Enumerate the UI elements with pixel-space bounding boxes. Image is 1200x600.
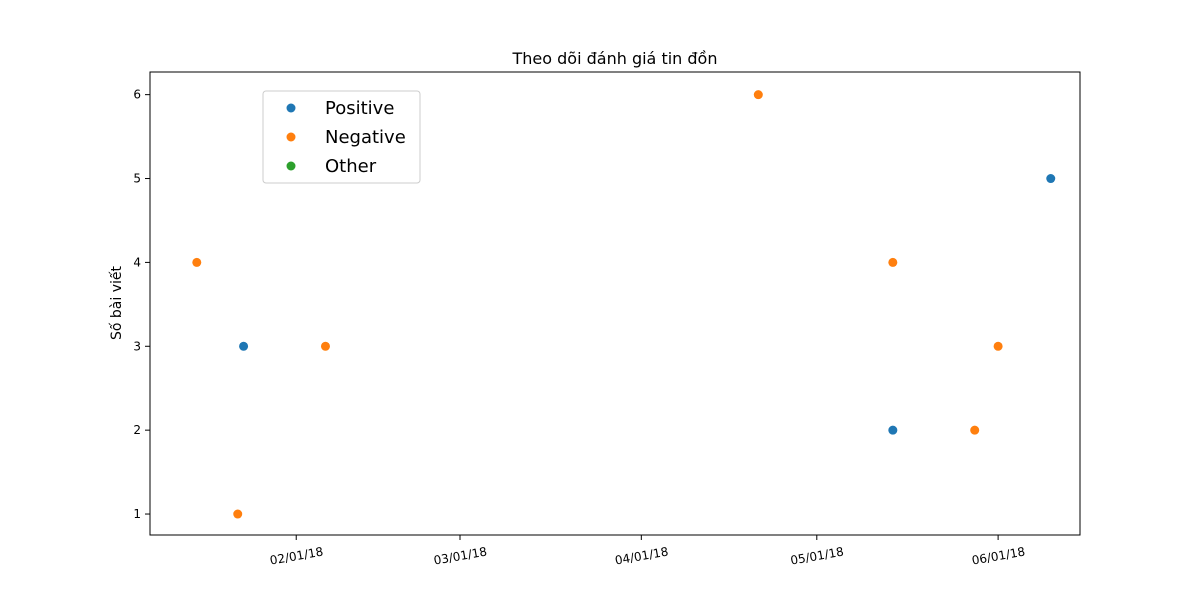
point-negative	[192, 257, 202, 267]
x-tick-label: 06/01/18	[971, 544, 1027, 567]
x-tick-label: 02/01/18	[269, 544, 325, 567]
legend-marker-other	[286, 161, 296, 171]
legend-label-negative: Negative	[325, 127, 406, 148]
point-negative	[233, 509, 243, 519]
y-tick-label: 5	[133, 172, 141, 186]
x-tick-label: 05/01/18	[789, 544, 845, 567]
chart-title: Theo dõi đánh giá tin đồn	[512, 49, 718, 68]
point-positive	[888, 425, 898, 435]
y-tick-label: 1	[133, 507, 141, 521]
legend-box	[262, 90, 421, 184]
data-points	[192, 90, 1056, 519]
y-tick-label: 2	[133, 423, 141, 437]
plot-frame	[149, 71, 1081, 536]
y-axis: 1 2 3 4 5 6	[133, 88, 150, 521]
x-tick-label: 03/01/18	[433, 544, 489, 567]
x-tick-label: 04/01/18	[614, 544, 670, 567]
legend-label-positive: Positive	[325, 98, 394, 119]
point-negative	[888, 257, 898, 267]
point-negative	[320, 341, 330, 351]
y-tick-label: 3	[133, 339, 141, 353]
y-tick-label: 4	[133, 255, 141, 269]
x-axis: 02/01/18 03/01/18 04/01/18 05/01/18 06/01/18	[269, 535, 1026, 568]
legend: Positive Negative Other	[262, 90, 421, 184]
legend-label-other: Other	[325, 156, 377, 177]
legend-marker-negative	[286, 132, 296, 142]
point-negative	[753, 90, 763, 100]
y-tick-label: 6	[133, 88, 141, 102]
legend-marker-positive	[286, 103, 296, 113]
point-negative	[993, 341, 1003, 351]
point-positive	[239, 341, 249, 351]
point-positive	[1046, 174, 1056, 184]
point-negative	[970, 425, 980, 435]
y-axis-label: Số bài viết	[108, 266, 125, 340]
